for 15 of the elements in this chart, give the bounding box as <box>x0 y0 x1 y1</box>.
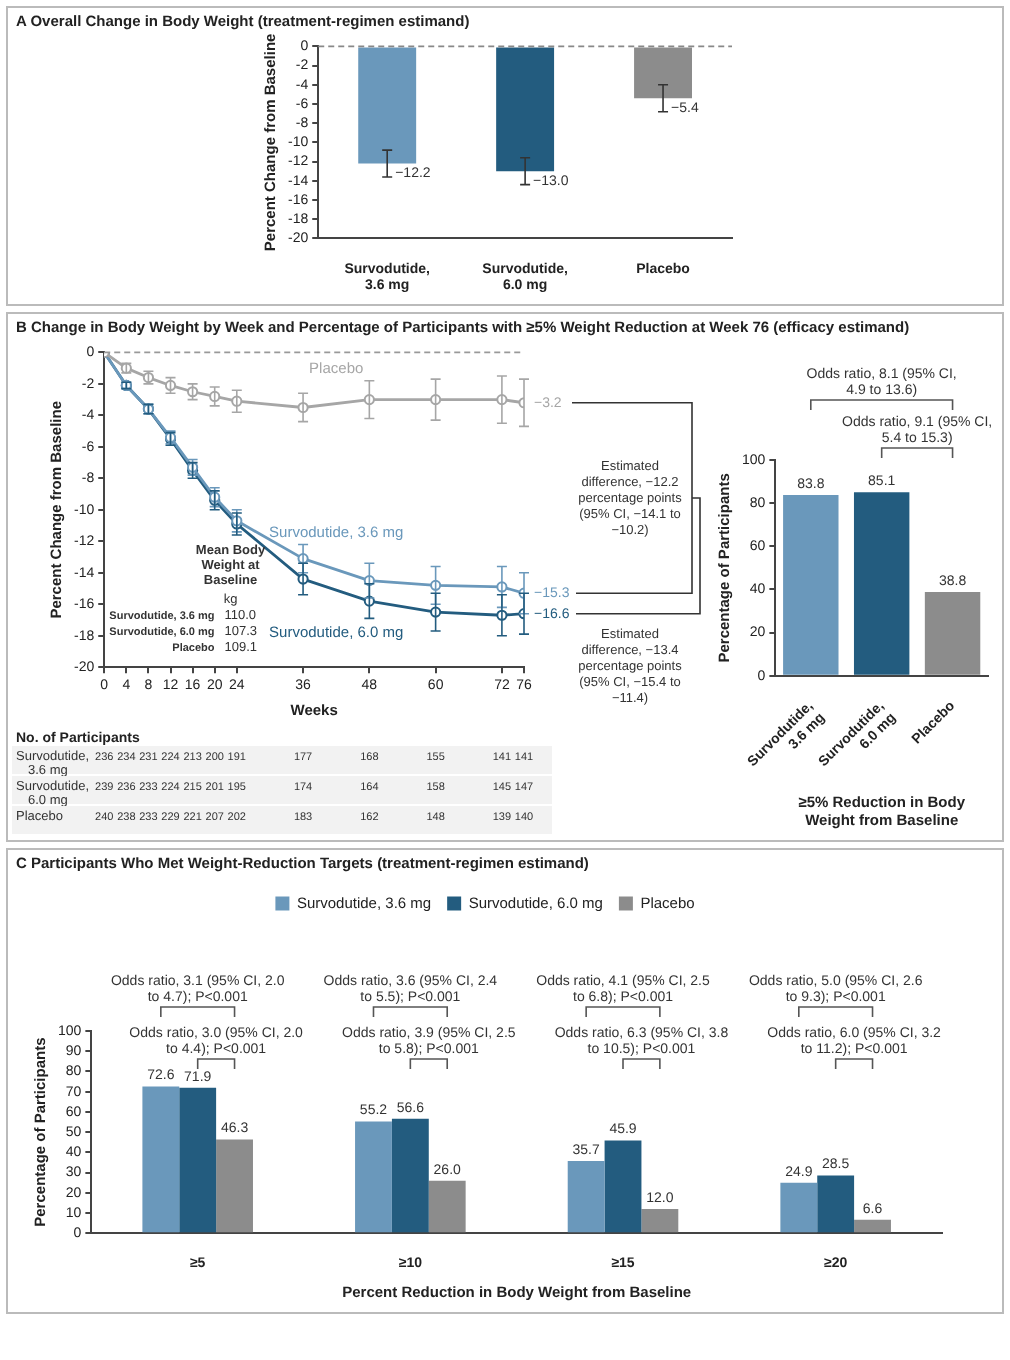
bar <box>853 492 910 675</box>
bar <box>216 1139 253 1233</box>
bar <box>179 1087 217 1233</box>
bar <box>780 1182 818 1233</box>
bar <box>567 1161 605 1233</box>
bar <box>817 1175 855 1233</box>
bar <box>604 1140 642 1233</box>
bar <box>854 1219 891 1233</box>
bar <box>355 1121 392 1233</box>
bar <box>428 1180 466 1233</box>
bar <box>783 494 839 675</box>
bar <box>391 1118 429 1233</box>
bar <box>641 1208 679 1233</box>
bar <box>142 1086 180 1233</box>
bar <box>924 592 981 675</box>
